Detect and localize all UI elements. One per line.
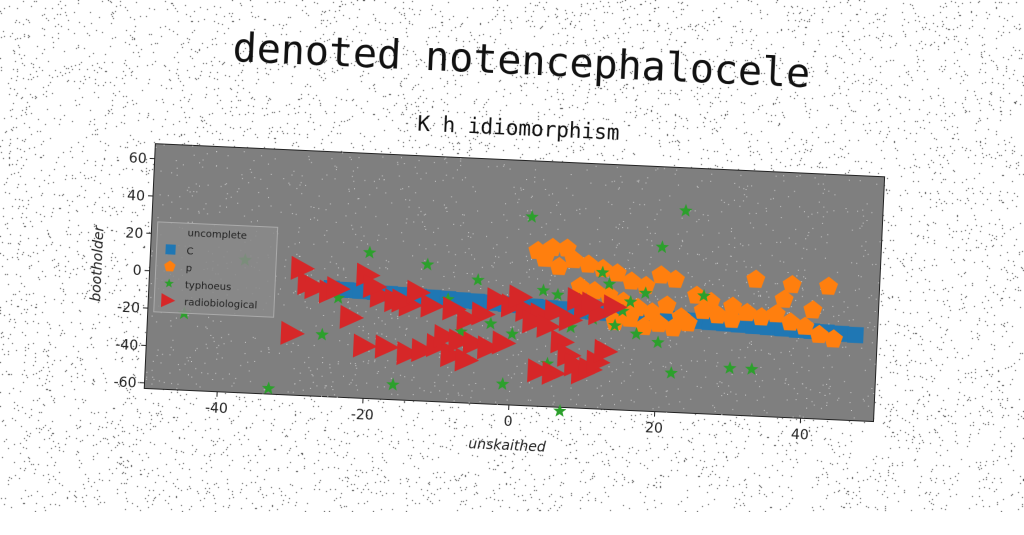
y-tick-label-20: 20: [125, 225, 144, 242]
x-tick-label--20: -20: [350, 407, 374, 424]
legend-label-p: p: [185, 263, 192, 274]
y-axis-label: bootholder: [88, 224, 107, 302]
y-tick-label-0: 0: [132, 263, 142, 279]
x-tick-label--40: -40: [205, 400, 229, 417]
y-tick-label--40: -40: [115, 337, 139, 354]
y-tick-label--60: -60: [113, 374, 137, 391]
x-tick-label-20: 20: [645, 420, 664, 437]
x-axis-label: unskaithed: [468, 436, 546, 456]
y-tick-label-60: 60: [128, 150, 147, 167]
legend-marker-C: [165, 244, 175, 254]
x-tick-label-0: 0: [503, 414, 513, 430]
y-tick-label-40: 40: [127, 188, 146, 205]
x-tick-label-40: 40: [791, 427, 810, 444]
point-C-36: [847, 327, 864, 344]
y-tick-label--20: -20: [117, 300, 141, 317]
legend-label-C: C: [186, 246, 193, 257]
legend-label-typhoeus: typhoeus: [185, 280, 232, 293]
